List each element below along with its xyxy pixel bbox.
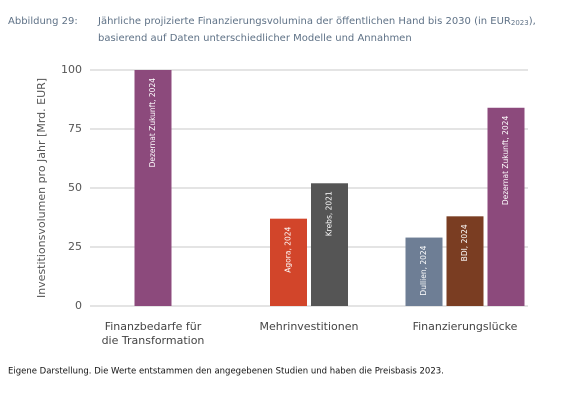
y-tick-label: 50: [68, 181, 82, 194]
bar: [311, 183, 348, 306]
bar: [487, 107, 525, 306]
bar-label: Dullien, 2024: [419, 245, 428, 295]
subtitle: basierend auf Daten unterschiedlicher Mo…: [98, 33, 412, 44]
bar: [270, 218, 307, 306]
y-tick-label: 0: [75, 299, 82, 312]
bar-label: Agora, 2024: [284, 226, 293, 272]
y-tick-label: 100: [61, 63, 82, 76]
bar-label: BDI, 2024: [460, 224, 469, 261]
title-sub: 2023: [511, 19, 529, 27]
bar-label: Krebs, 2021: [325, 191, 334, 236]
x-tick-label: die Transformation: [102, 334, 205, 347]
y-axis-label: Investitionsvolumen pro Jahr [Mrd. EUR]: [35, 78, 48, 298]
bar: [446, 216, 484, 306]
title-end: ),: [529, 16, 536, 27]
y-tick-label: 75: [68, 122, 82, 135]
chart-title: Jährliche projizierte Finanzierungsvolum…: [97, 16, 536, 27]
figure-label: Abbildung 29:: [8, 16, 78, 27]
bar-label: Dezernat Zukunft, 2024: [148, 78, 157, 168]
title-main: Jährliche projizierte Finanzierungsvolum…: [97, 16, 511, 27]
x-tick-label: Finanzbedarfe für: [105, 320, 202, 333]
x-tick-label: Mehrinvestitionen: [260, 320, 359, 333]
bar: [405, 237, 443, 306]
bar: [134, 70, 172, 306]
source-note: Eigene Darstellung. Die Werte entstammen…: [8, 367, 444, 377]
x-tick-label: Finanzierungslücke: [413, 320, 518, 333]
bar-label: Dezernat Zukunft, 2024: [501, 116, 510, 206]
y-tick-label: 25: [68, 240, 82, 253]
